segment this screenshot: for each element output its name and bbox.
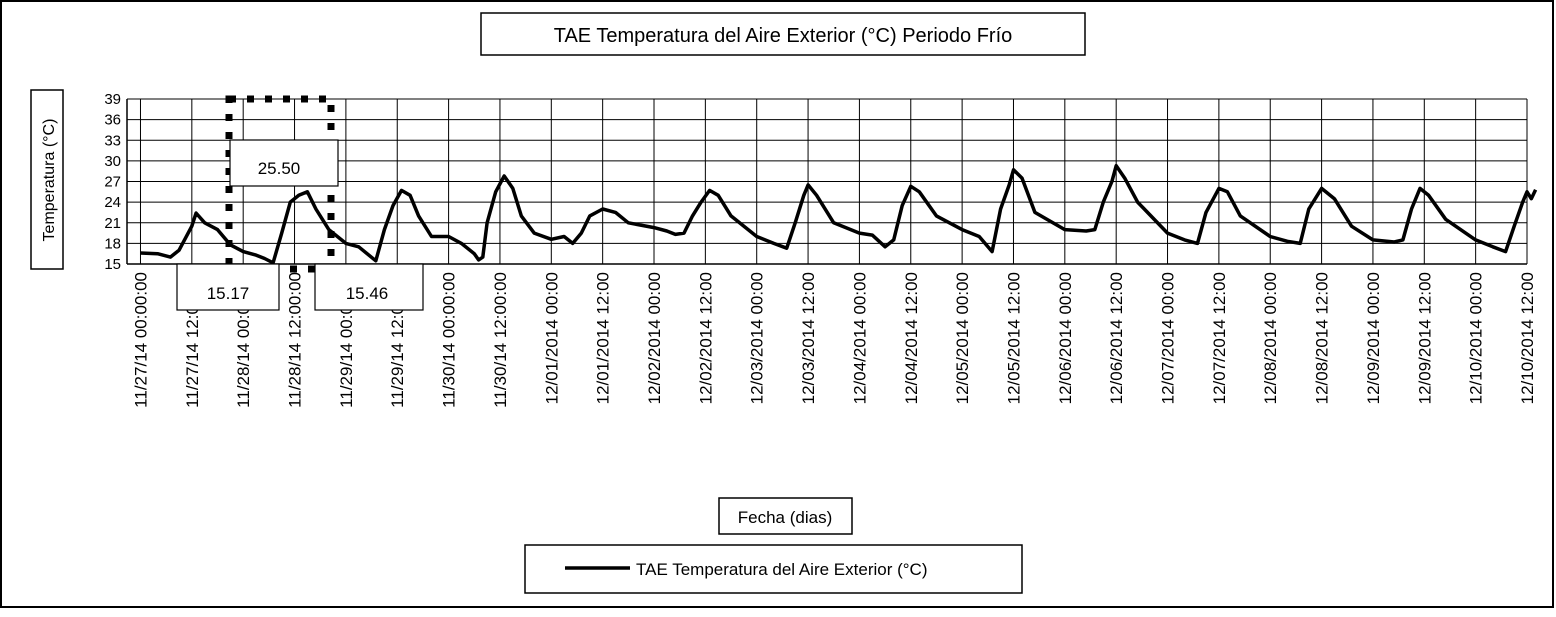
x-tick-label: 11/28/14 12:00:00: [286, 272, 305, 408]
x-tick-label: 11/30/14 12:00:00: [491, 272, 510, 408]
callout-label-1: 15.17: [207, 284, 250, 303]
y-tick-label: 24: [104, 194, 121, 211]
x-tick-label: 12/06/2014 12:00: [1107, 272, 1126, 404]
series-line-tae: [140, 163, 1538, 265]
x-tick-label: 12/10/2014 00:00: [1467, 272, 1486, 404]
x-tick-label: 12/08/2014 12:00: [1313, 272, 1332, 404]
x-tick-label: 12/03/2014 12:00: [799, 272, 818, 404]
chart-title: TAE Temperatura del Aire Exterior (°C) P…: [554, 25, 1013, 47]
legend-label: TAE Temperatura del Aire Exterior (°C): [636, 560, 928, 579]
y-tick-label: 18: [104, 235, 121, 252]
callout-box-1: 15.17: [176, 263, 280, 311]
y-tick-labels: 15 18 21 24 27 30 33 36 39: [104, 91, 121, 273]
y-tick-label: 30: [104, 153, 121, 170]
x-tick-label: 12/07/2014 12:00: [1210, 272, 1229, 404]
x-tick-label: 12/10/2014 12:00: [1518, 272, 1537, 404]
x-tick-label: 12/07/2014 00:00: [1159, 272, 1178, 404]
legend: TAE Temperatura del Aire Exterior (°C): [524, 544, 1023, 594]
x-tick-label: 12/03/2014 00:00: [748, 272, 767, 404]
x-tick-label: 12/01/2014 12:00: [594, 272, 613, 404]
x-tick-label: 12/05/2014 12:00: [1004, 272, 1023, 404]
y-tick-label: 39: [104, 91, 121, 108]
series-layer: [140, 163, 1538, 265]
y-tick-label: 27: [104, 174, 121, 191]
x-tick-label: 11/27/14 00:00:00: [131, 272, 150, 408]
x-tick-label: 11/30/14 00:00:00: [440, 272, 459, 408]
title-box: TAE Temperatura del Aire Exterior (°C) P…: [480, 12, 1086, 56]
x-tick-label: 12/08/2014 00:00: [1261, 272, 1280, 404]
x-tick-label: 12/09/2014 12:00: [1415, 272, 1434, 404]
x-tick-label: 12/04/2014 00:00: [850, 272, 869, 404]
callout-box-3: 15.46: [314, 263, 424, 311]
x-tick-label: 12/04/2014 12:00: [902, 272, 921, 404]
callout-label-3: 15.46: [346, 284, 389, 303]
x-axis-label-box: Fecha (dias): [718, 497, 853, 535]
x-tick-label: 12/06/2014 00:00: [1056, 272, 1075, 404]
callout-label-2: 25.50: [258, 159, 301, 178]
y-axis-label-box: Temperatura (°C): [30, 89, 64, 270]
y-tick-label: 33: [104, 132, 121, 149]
y-tick-label: 21: [104, 215, 121, 232]
y-tick-label: 15: [104, 256, 121, 273]
x-axis-label: Fecha (dias): [738, 508, 832, 527]
gridlines: [126, 98, 1528, 265]
x-tick-label: 12/02/2014 00:00: [645, 272, 664, 404]
x-tick-label: 12/05/2014 00:00: [953, 272, 972, 404]
y-tick-label: 36: [104, 112, 121, 129]
callout-box-2: 25.50: [229, 139, 339, 187]
x-tick-label: 12/09/2014 00:00: [1364, 272, 1383, 404]
y-axis-label: Temperatura (°C): [41, 119, 58, 242]
x-tick-label: 12/02/2014 12:00: [696, 272, 715, 404]
x-tick-label: 12/01/2014 00:00: [542, 272, 561, 404]
